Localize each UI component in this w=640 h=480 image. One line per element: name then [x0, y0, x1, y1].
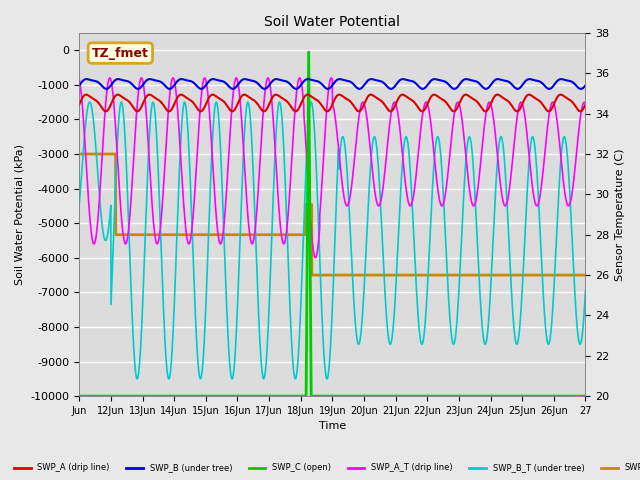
Text: TZ_fmet: TZ_fmet	[92, 47, 149, 60]
Legend: SWP_A (drip line), SWP_B (under tree), SWP_C (open), SWP_A_T (drip line), SWP_B_: SWP_A (drip line), SWP_B (under tree), S…	[11, 460, 640, 476]
Y-axis label: Soil Water Potential (kPa): Soil Water Potential (kPa)	[15, 144, 25, 285]
Y-axis label: Sensor Temperature (C): Sensor Temperature (C)	[615, 148, 625, 281]
X-axis label: Time: Time	[319, 421, 346, 432]
Title: Soil Water Potential: Soil Water Potential	[264, 15, 401, 29]
